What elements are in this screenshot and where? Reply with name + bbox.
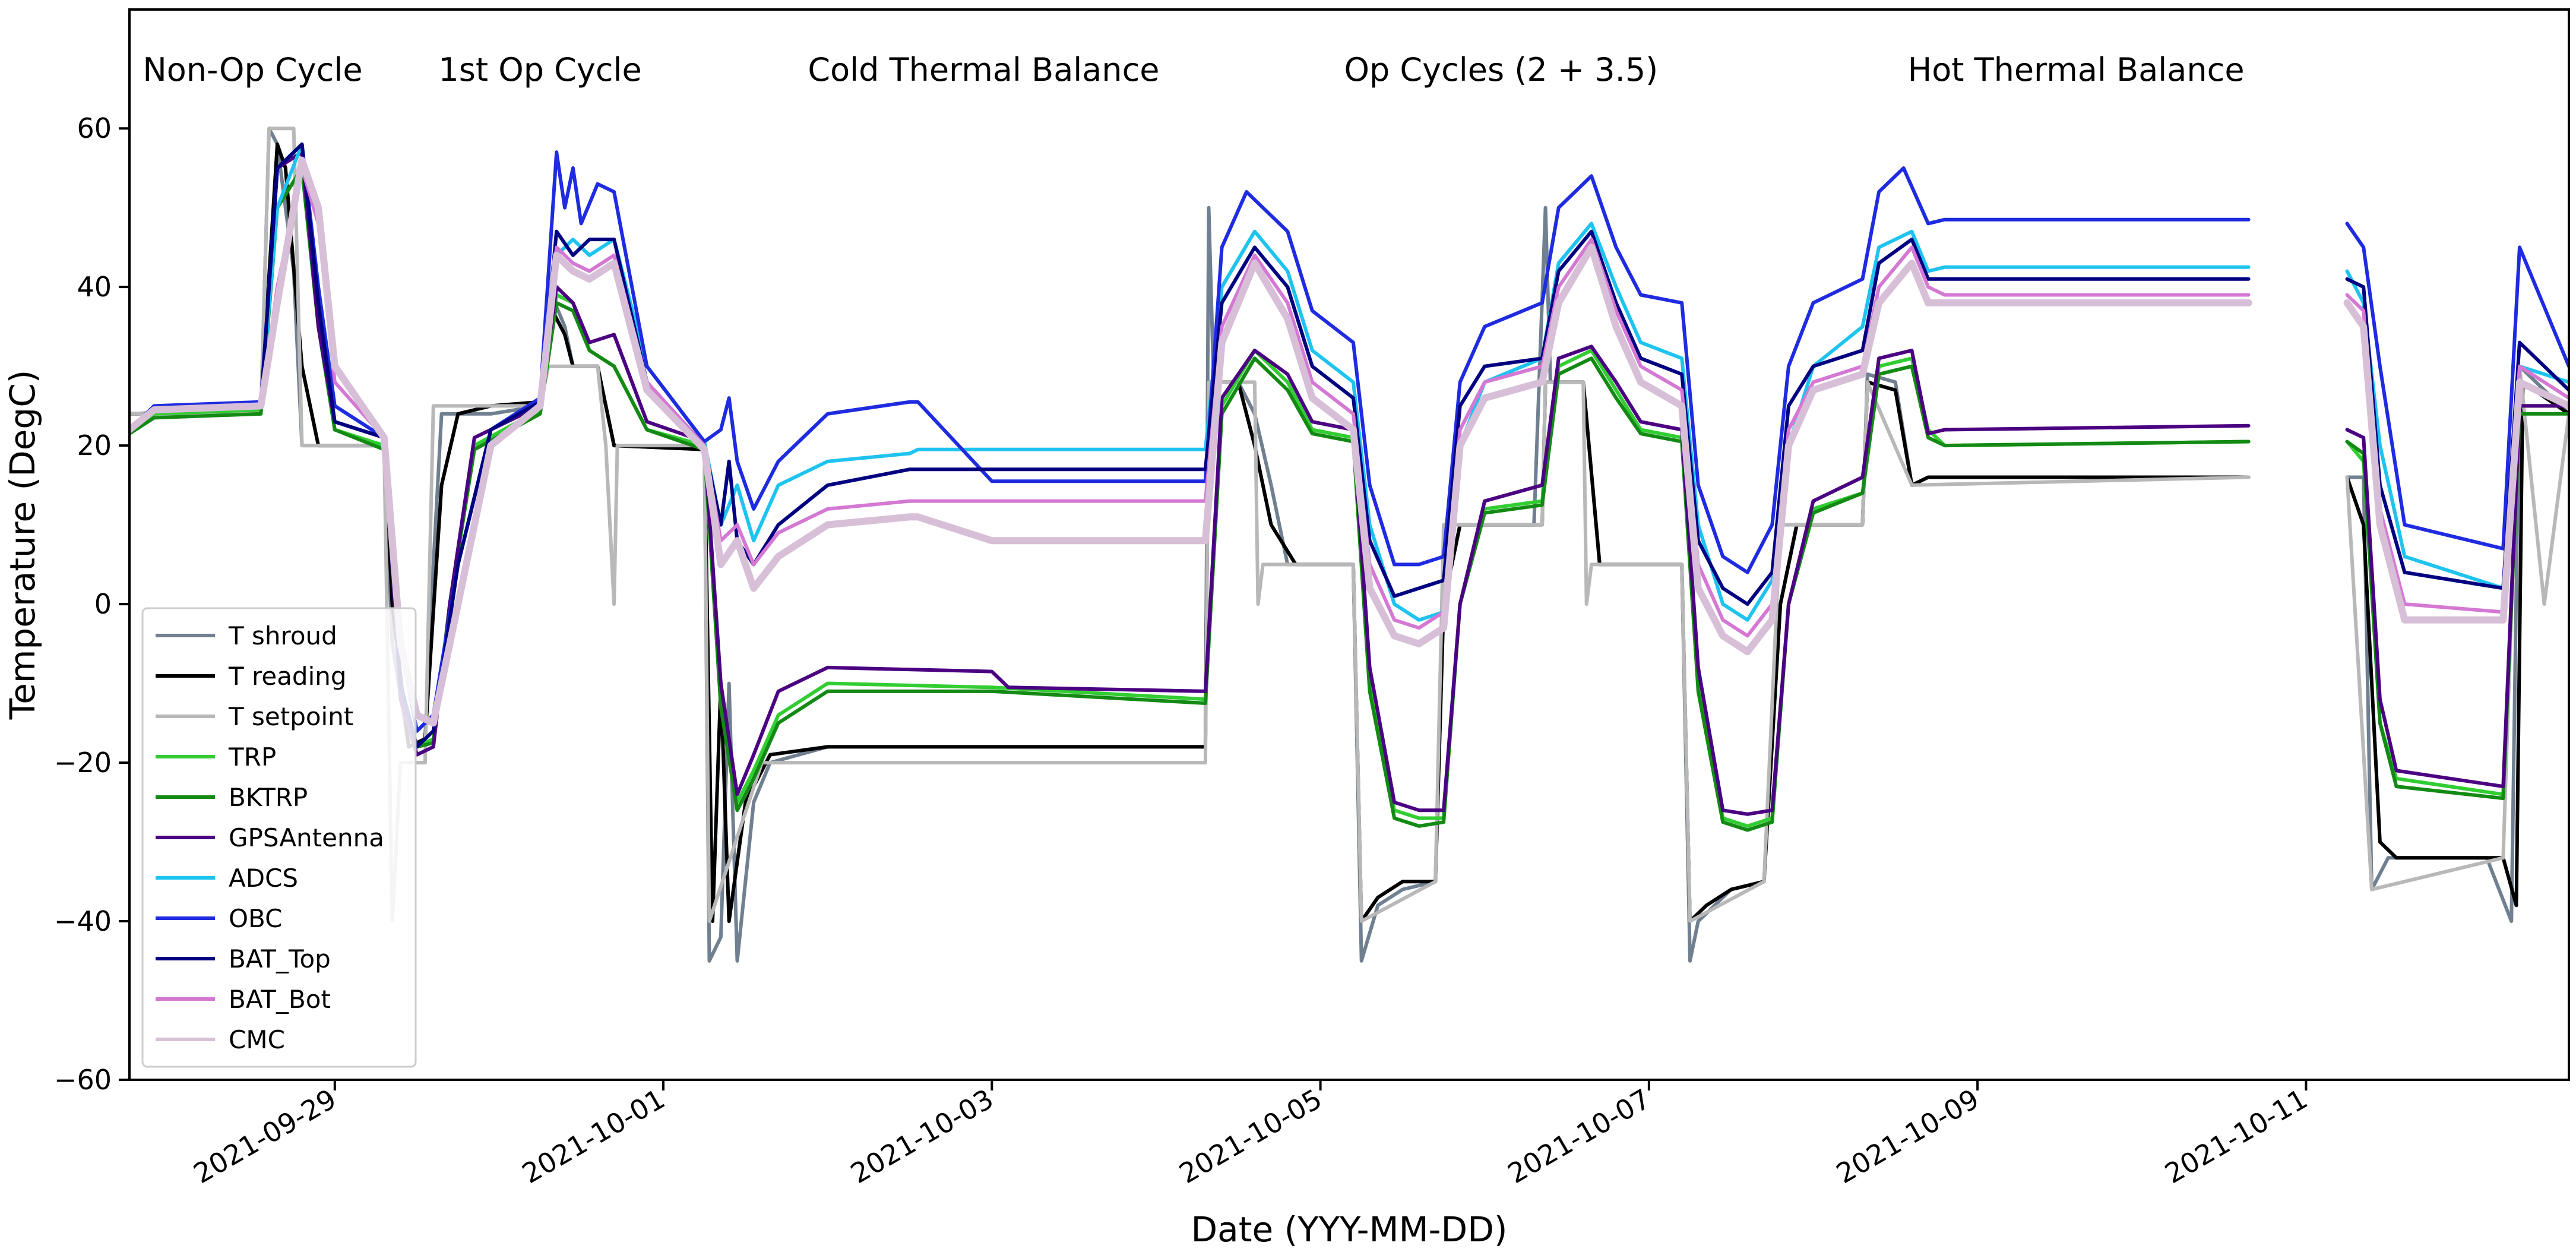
y-tick-label: −20: [54, 747, 112, 779]
plot-area-frame: [128, 8, 2570, 1081]
legend-label: BKTRP: [229, 783, 308, 812]
y-tick-label: 40: [77, 271, 112, 303]
x-tick-label: 2021-10-03: [845, 1083, 999, 1190]
series-layer: [129, 127, 2569, 963]
legend-label: BAT_Bot: [229, 985, 331, 1014]
annotation-label: Non-Op Cycle: [143, 51, 362, 88]
legend: T shroud T reading T setpoint TRP BKTRP GPSAn…: [141, 607, 417, 1068]
x-tick-label: 2021-10-05: [1174, 1083, 1328, 1190]
x-tick-label: 2021-10-07: [1502, 1083, 1656, 1190]
x-tick-label: 2021-09-29: [188, 1083, 342, 1190]
x-tick-label: 2021-10-09: [1831, 1083, 1985, 1190]
legend-label: CMC: [229, 1025, 285, 1054]
y-tick-label: −60: [54, 1064, 112, 1096]
annotations: Non-Op Cycle 1st Op Cycle Cold Thermal Bal…: [143, 51, 2244, 88]
series-line-cmc: [129, 156, 2569, 727]
legend-label: T reading: [228, 662, 347, 691]
annotation-label: Hot Thermal Balance: [1908, 51, 2245, 88]
x-axis-label: Date (YYY-MM-DD): [1191, 1209, 1508, 1250]
y-tick-label: −40: [54, 905, 112, 937]
annotation-label: Op Cycles (2 + 3.5): [1344, 51, 1658, 88]
x-tick-label: 2021-10-01: [517, 1083, 670, 1190]
series-line-gpsantenna: [129, 150, 2569, 816]
series-line-t-reading: [129, 142, 2569, 923]
legend-label: T setpoint: [228, 702, 353, 731]
y-tick-label: 0: [94, 588, 112, 620]
y-tick-label: 20: [77, 429, 112, 461]
annotation-label: Cold Thermal Balance: [808, 51, 1159, 88]
series-line-t-shroud: [129, 127, 2569, 963]
x-axis: 2021-09-29 2021-10-01 2021-10-03 2021-10-05…: [188, 1080, 2313, 1190]
series-line-t-setpoint: [129, 127, 2569, 923]
y-axis-label: Temperature (DegC): [2, 370, 43, 720]
legend-label: OBC: [229, 904, 282, 933]
legend-label: GPSAntenna: [229, 823, 384, 852]
y-axis: −60 −40 −20 0 20 40 60: [54, 112, 129, 1096]
legend-label: BAT_Top: [229, 944, 331, 973]
legend-box: [141, 607, 417, 1068]
legend-label: T shroud: [228, 621, 337, 650]
series-line-bat-top: [129, 142, 2569, 749]
x-tick-label: 2021-10-11: [2159, 1083, 2313, 1190]
legend-label: TRP: [228, 742, 276, 772]
annotation-label: 1st Op Cycle: [438, 51, 641, 88]
legend-label: ADCS: [229, 864, 298, 893]
y-tick-label: 60: [77, 112, 112, 144]
